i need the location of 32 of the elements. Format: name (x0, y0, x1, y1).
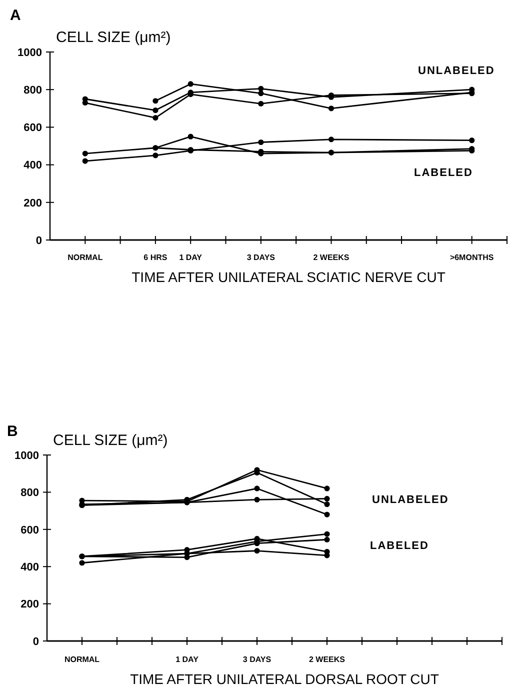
y-axis-title: CELL SIZE (μm²) (56, 29, 171, 46)
x-axis-title: TIME AFTER UNILATERAL DORSAL ROOT CUT (130, 671, 440, 687)
x-tick-label: 2 WEEKS (308, 655, 346, 664)
annotation: UNLABELED (372, 494, 449, 506)
y-tick-label: 0 (36, 234, 42, 247)
x-tick-label: 3 DAYS (242, 655, 272, 664)
annotation: LABELED (370, 540, 429, 552)
y-tick-label: 600 (20, 524, 39, 536)
x-tick-label: 3 DAYS (246, 253, 276, 262)
y-tick-label: 200 (24, 197, 42, 210)
annotation: UNLABELED (418, 65, 495, 77)
y-tick-label: 0 (32, 636, 39, 648)
y-tick-label: 800 (24, 84, 42, 96)
chart-title: A (10, 7, 21, 24)
x-tick-label: >6MONTHS (450, 253, 494, 262)
y-tick-label: 400 (20, 561, 39, 574)
x-tick-label: 1 DAY (179, 253, 203, 262)
y-tick-label: 400 (24, 160, 42, 172)
x-tick-label: NORMAL (64, 655, 100, 664)
y-tick-label: 200 (20, 598, 39, 611)
x-tick-label: 1 DAY (176, 655, 200, 664)
annotation: LABELED (414, 167, 473, 179)
y-tick-label: 1000 (14, 450, 39, 462)
x-tick-label: 2 WEEKS (313, 253, 350, 262)
y-tick-label: 1000 (18, 46, 42, 59)
y-tick-label: 600 (24, 122, 42, 134)
y-axis-title: CELL SIZE (μm²) (53, 432, 168, 449)
y-tick-label: 800 (20, 487, 39, 500)
x-tick-label: NORMAL (68, 253, 103, 262)
x-tick-label: 6 HRS (144, 253, 168, 262)
chart-title: B (7, 423, 18, 440)
x-axis-title: TIME AFTER UNILATERAL SCIATIC NERVE CUT (132, 269, 446, 285)
